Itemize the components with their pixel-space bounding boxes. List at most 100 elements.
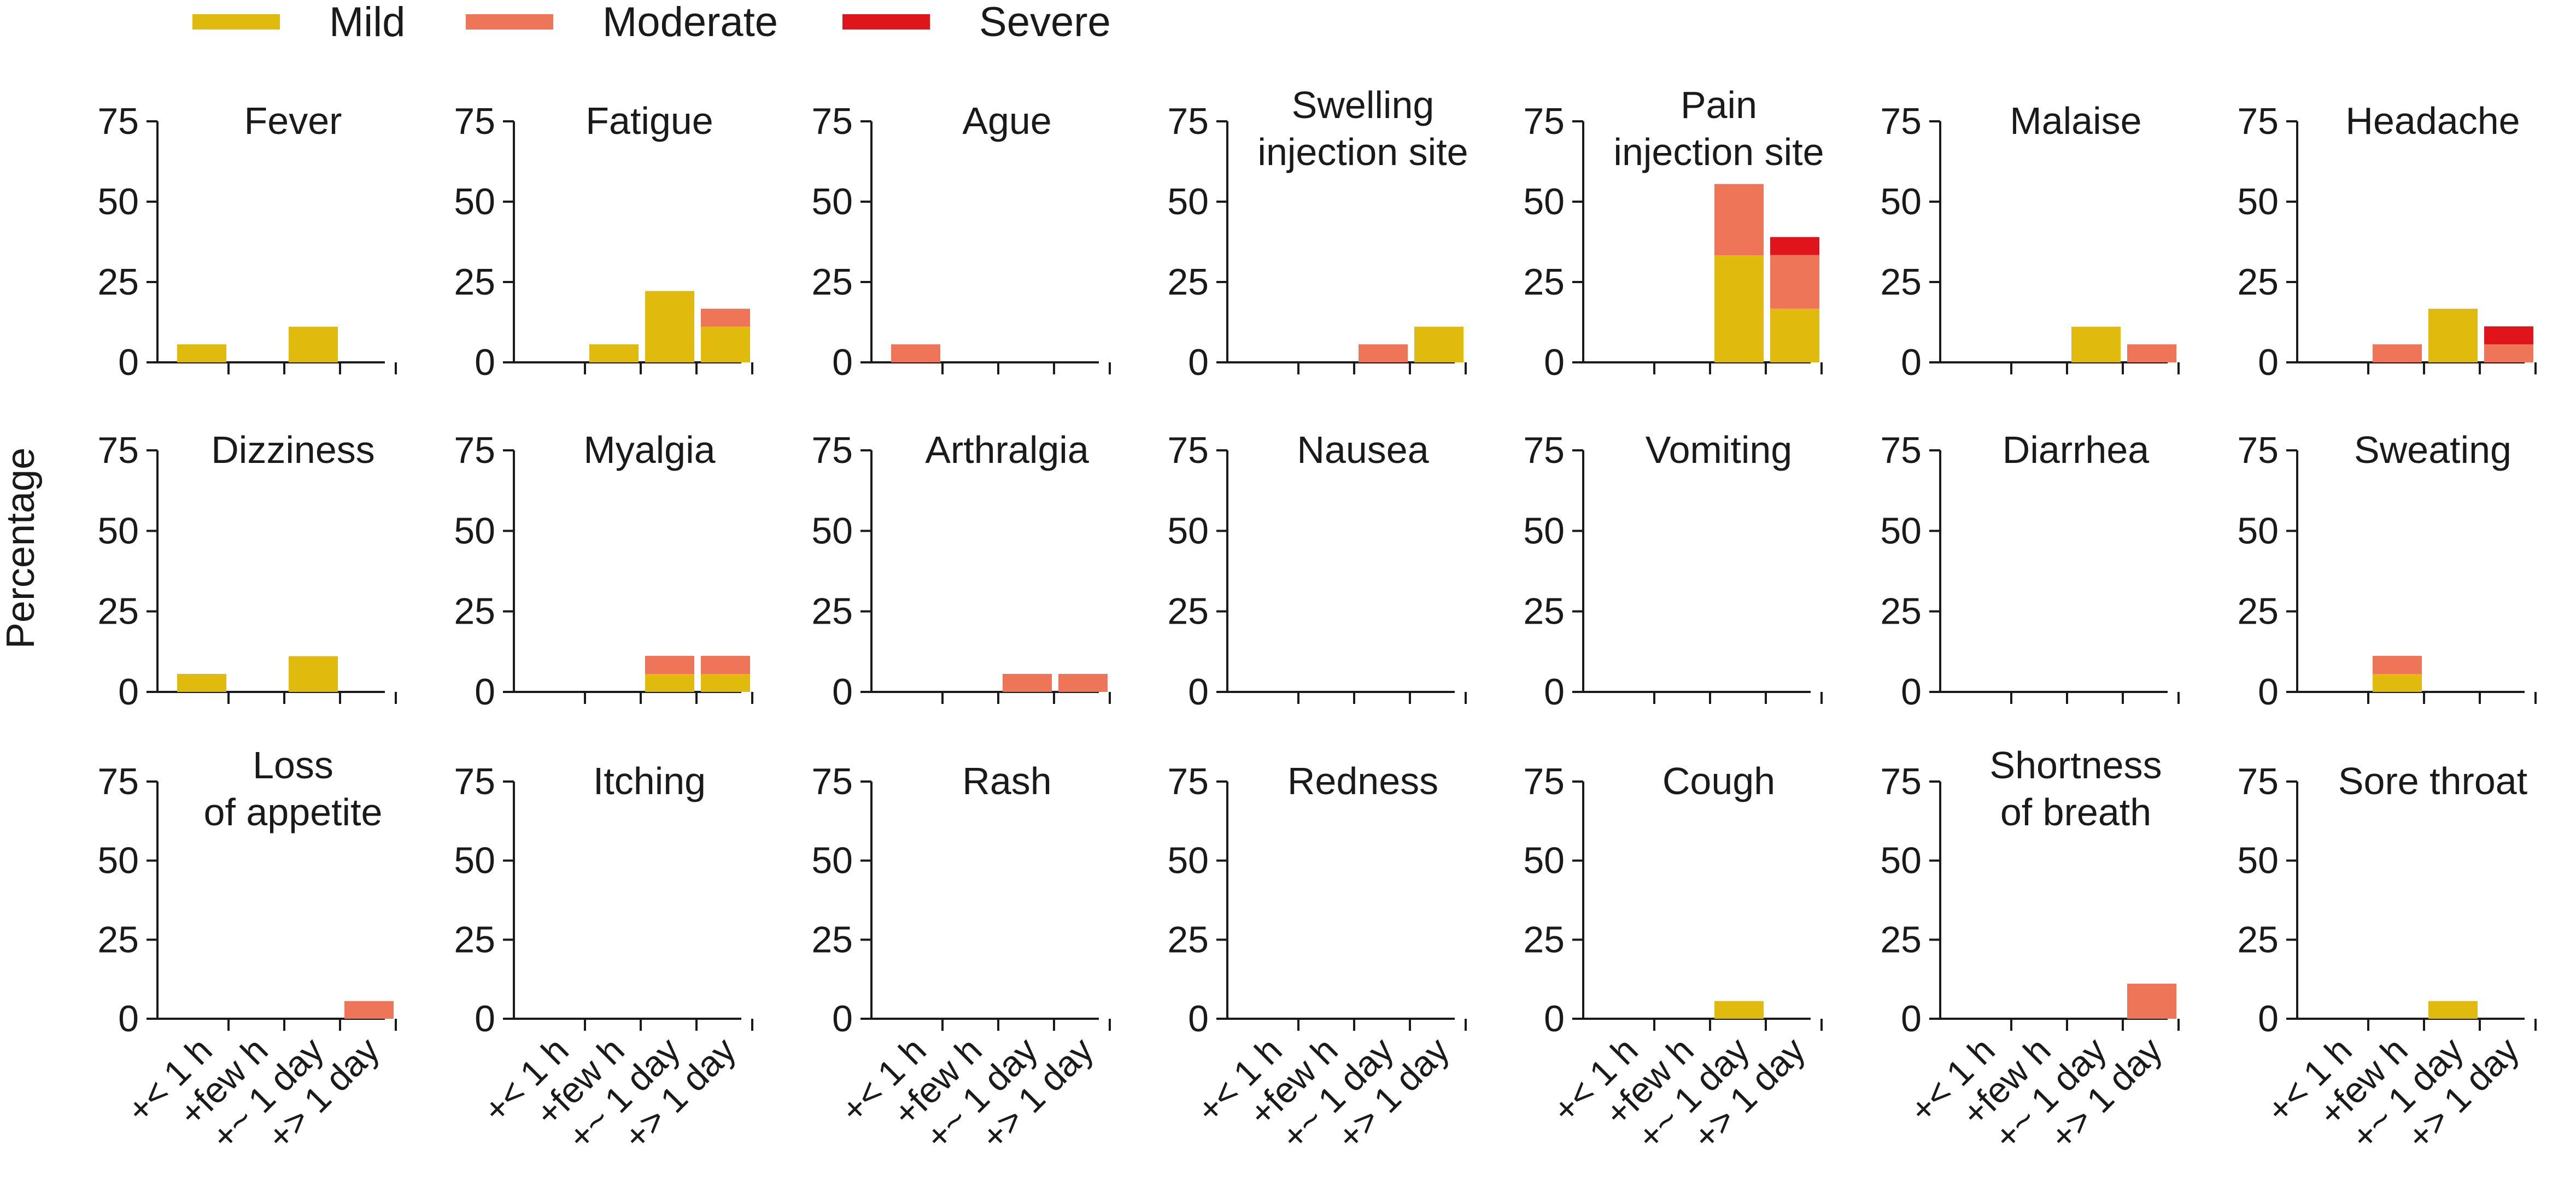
y-tick-label: 50	[811, 840, 853, 882]
bar-mild-0	[177, 344, 226, 362]
panel-title: Diarrhea	[2003, 428, 2150, 471]
bar-mild-3	[701, 326, 750, 362]
panel-title-line: of breath	[2000, 791, 2151, 833]
panel-title: Fever	[244, 99, 342, 142]
bar-severe-3	[2484, 326, 2533, 345]
y-tick-label: 50	[454, 181, 495, 222]
y-tick-label: 50	[1880, 510, 1922, 551]
panel-title: Nausea	[1297, 428, 1428, 471]
y-tick-label: 25	[454, 261, 495, 303]
panel-title-line: Myalgia	[583, 428, 715, 471]
bar-moderate-2	[1359, 344, 1408, 362]
y-tick-label: 25	[454, 919, 495, 960]
panel-title: Myalgia	[583, 428, 715, 471]
panel-diarrhea: 0 25 50 75 Diarrhea	[1880, 428, 2180, 713]
y-tick-label: 0	[832, 671, 853, 713]
bar-mild-2	[289, 326, 338, 362]
bar-moderate-2	[1714, 184, 1764, 256]
y-tick-label: 25	[811, 261, 853, 303]
bar-moderate-3	[1058, 673, 1108, 692]
legend-swatch-severe	[842, 14, 930, 30]
y-tick-label: 0	[1188, 998, 1209, 1040]
panel-fatigue: 0 25 50 75 Fatigue	[454, 99, 753, 383]
y-tick-label: 25	[97, 261, 139, 303]
bar-mild-2	[1714, 1001, 1764, 1019]
y-tick-label: 0	[1544, 998, 1565, 1040]
y-tick-label: 0	[118, 998, 139, 1040]
y-tick-label: 75	[811, 101, 853, 142]
panel-nausea: 0 25 50 75 Nausea	[1167, 428, 1467, 713]
bar-mild-2	[645, 673, 694, 692]
panel-title: Malaise	[2010, 99, 2141, 142]
y-tick-label: 50	[1167, 181, 1209, 222]
bar-mild-3	[1770, 308, 1819, 362]
panel-title-line: Headache	[2345, 99, 2520, 142]
y-tick-label: 25	[97, 591, 139, 632]
y-tick-label: 25	[811, 919, 853, 960]
y-tick-label: 25	[1167, 261, 1209, 303]
panel-title: Vomiting	[1646, 428, 1792, 471]
y-tick-label: 25	[1523, 261, 1565, 303]
y-tick-label: 50	[454, 510, 495, 551]
panel-title-line: Vomiting	[1646, 428, 1792, 471]
bar-mild-2	[1714, 255, 1764, 362]
panel-title-line: Fever	[244, 99, 342, 142]
y-tick-label: 75	[1880, 761, 1922, 802]
panel-title-line: injection site	[1257, 131, 1468, 173]
y-tick-label: 0	[475, 342, 495, 383]
y-tick-label: 25	[811, 591, 853, 632]
y-tick-label: 75	[97, 430, 139, 471]
panel-malaise: 0 25 50 75 Malaise	[1880, 99, 2180, 383]
y-tick-label: 0	[1901, 671, 1922, 713]
panel-vomiting: 0 25 50 75 Vomiting	[1523, 428, 1823, 713]
y-tick-label: 75	[2237, 101, 2279, 142]
y-tick-label: 25	[1880, 591, 1922, 632]
panel-title: Rash	[962, 760, 1051, 802]
y-tick-label: 75	[1167, 101, 1209, 142]
bar-moderate-1	[2373, 344, 2422, 362]
bar-moderate-3	[344, 1001, 394, 1019]
bar-mild-2	[2071, 326, 2121, 362]
y-tick-label: 75	[454, 101, 495, 142]
y-tick-label: 25	[2237, 919, 2279, 960]
panel-fever: 0 25 50 75 Fever	[97, 99, 397, 383]
bar-mild-1	[2373, 673, 2422, 692]
panel-title: Itching	[593, 760, 706, 802]
panel-title: Loss of appetite	[204, 744, 383, 833]
panel-title: Sore throat	[2338, 760, 2527, 802]
y-tick-label: 50	[1880, 840, 1922, 882]
panel-title: Fatigue	[586, 99, 713, 142]
bar-moderate-3	[1770, 255, 1819, 309]
legend-label-mild: Mild	[329, 0, 405, 45]
panel-title: Sweating	[2354, 428, 2511, 471]
bar-moderate-2	[1003, 673, 1052, 692]
panel-title-line: injection site	[1613, 131, 1824, 173]
panel-arthralgia: 0 25 50 75 Arthralgia	[811, 428, 1111, 713]
y-tick-label: 0	[2258, 998, 2279, 1040]
panel-title-line: Dizziness	[211, 428, 375, 471]
y-tick-label: 75	[1167, 430, 1209, 471]
y-tick-label: 50	[97, 840, 139, 882]
bar-mild-2	[2428, 1001, 2478, 1019]
y-tick-label: 0	[1901, 342, 1922, 383]
y-tick-label: 50	[2237, 840, 2279, 882]
y-tick-label: 0	[118, 671, 139, 713]
y-tick-label: 75	[1523, 430, 1565, 471]
bar-moderate-3	[2127, 983, 2176, 1019]
y-tick-label: 25	[2237, 591, 2279, 632]
legend-label-severe: Severe	[979, 0, 1111, 45]
panel-title-line: Rash	[962, 760, 1051, 802]
y-tick-label: 75	[1167, 761, 1209, 802]
panel-title-line: Redness	[1287, 760, 1438, 802]
panel-title-line: Itching	[593, 760, 706, 802]
y-tick-label: 0	[1544, 671, 1565, 713]
bar-moderate-3	[2127, 344, 2176, 362]
bar-mild-3	[701, 673, 750, 692]
legend-swatch-moderate	[466, 14, 553, 30]
bar-mild-2	[289, 656, 338, 692]
